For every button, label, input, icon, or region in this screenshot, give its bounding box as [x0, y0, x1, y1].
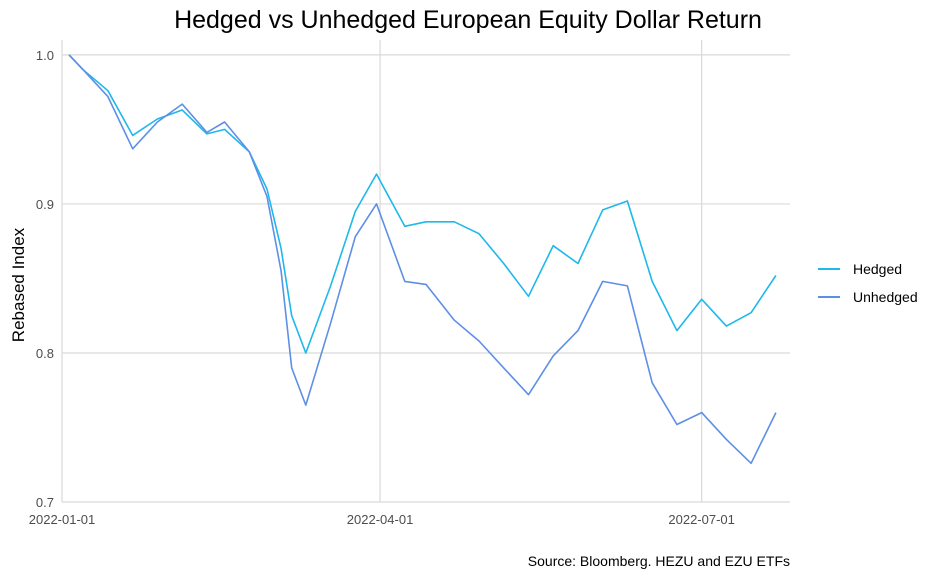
y-tick-label: 0.9	[36, 197, 54, 212]
series-line-unhedged	[68, 54, 777, 465]
series-line-hedged	[68, 54, 777, 354]
legend-key-unhedged	[818, 296, 840, 298]
tick-labels: 0.7 0.8 0.9 1.0 2022-01-01 2022-04-01 2022-07-…	[29, 48, 735, 527]
x-tick-label: 2022-07-01	[668, 512, 735, 527]
legend-item-hedged: Hedged	[818, 255, 918, 283]
legend-key-hedged	[818, 268, 840, 270]
legend-item-unhedged: Unhedged	[818, 283, 918, 311]
legend-label-hedged: Hedged	[853, 261, 903, 277]
y-tick-label: 0.7	[36, 495, 54, 510]
y-tick-label: 0.8	[36, 346, 54, 361]
legend-label-unhedged: Unhedged	[853, 289, 918, 305]
y-tick-label: 1.0	[36, 48, 54, 63]
gridlines	[61, 40, 790, 503]
source-note: Source: Bloomberg. HEZU and EZU ETFs	[527, 553, 790, 569]
x-tick-label: 2022-04-01	[347, 512, 414, 527]
chart-title: Hedged vs Unhedged European Equity Dolla…	[174, 6, 762, 34]
series-lines	[68, 54, 777, 465]
x-tick-label: 2022-01-01	[29, 512, 96, 527]
legend: Hedged Unhedged	[818, 255, 918, 311]
